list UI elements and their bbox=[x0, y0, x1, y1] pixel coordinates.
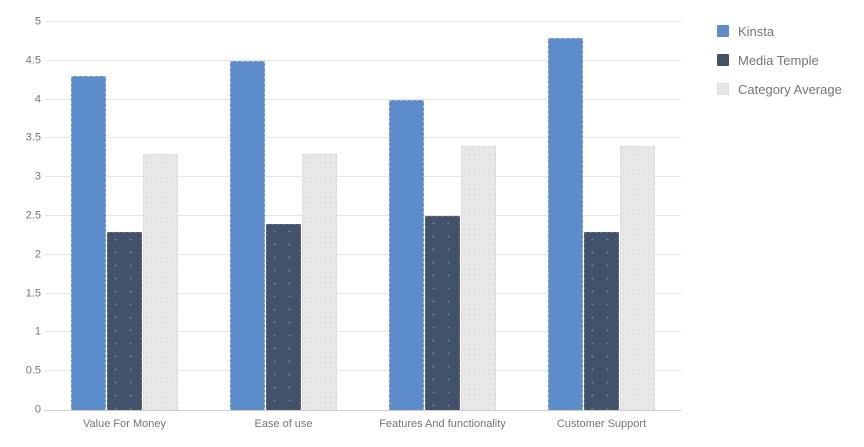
y-tick-label: 4 bbox=[34, 93, 41, 106]
y-tick-label: 2.5 bbox=[25, 209, 41, 222]
gridline bbox=[45, 292, 681, 294]
media-temple-bar-ease-of-use[interactable] bbox=[266, 223, 301, 410]
kinsta-bar-value-for-money[interactable] bbox=[71, 76, 106, 410]
y-tick-label: 4.5 bbox=[25, 54, 41, 67]
y-tick-label: 1.5 bbox=[25, 287, 41, 300]
y-tick-label: 0.5 bbox=[25, 364, 41, 377]
category-average-bar-features-and-functionality[interactable] bbox=[461, 146, 496, 410]
bar-group-value-for-money bbox=[45, 22, 204, 410]
bar-group-ease-of-use bbox=[204, 22, 363, 410]
gridline bbox=[45, 370, 681, 372]
kinsta-bar-customer-support[interactable] bbox=[548, 37, 583, 410]
legend: Kinsta Media Temple Category Average bbox=[717, 23, 842, 110]
gridline bbox=[45, 137, 681, 139]
gridline bbox=[45, 331, 681, 333]
y-axis: 0 0.5 1 1.5 2 2.5 3 3.5 4 4.5 5 bbox=[0, 16, 41, 415]
legend-swatch-category-average bbox=[717, 83, 729, 95]
category-average-bar-customer-support[interactable] bbox=[620, 146, 655, 410]
x-axis-label-value-for-money: Value For Money bbox=[83, 418, 166, 430]
x-axis: Value For Money Ease of use Features And f… bbox=[45, 418, 681, 430]
gridline bbox=[45, 215, 681, 216]
y-tick-label: 2 bbox=[34, 248, 41, 261]
bar-group-features-and-functionality bbox=[363, 22, 522, 410]
category-average-bar-value-for-money[interactable] bbox=[143, 153, 178, 410]
y-tick-label: 3 bbox=[34, 170, 41, 183]
legend-swatch-kinsta bbox=[717, 25, 729, 37]
y-tick-label: 5 bbox=[34, 15, 41, 28]
y-tick-label: 0 bbox=[34, 403, 41, 416]
media-temple-bar-features-and-functionality[interactable] bbox=[425, 216, 460, 410]
y-tick-label: 3.5 bbox=[25, 131, 41, 144]
bar-groups bbox=[45, 22, 681, 410]
gridline bbox=[45, 98, 681, 100]
gridline bbox=[45, 176, 681, 178]
gridline bbox=[45, 59, 681, 61]
media-temple-bar-value-for-money[interactable] bbox=[107, 231, 142, 410]
legend-item-media-temple: Media Temple bbox=[717, 52, 842, 68]
x-axis-label-customer-support: Customer Support bbox=[556, 418, 647, 430]
legend-label-kinsta: Kinsta bbox=[738, 23, 775, 39]
x-axis-label-features-and-functionality: Features And functionality bbox=[379, 418, 506, 430]
bar-group-customer-support bbox=[522, 22, 681, 410]
gridline bbox=[45, 21, 681, 22]
kinsta-bar-ease-of-use[interactable] bbox=[230, 60, 265, 410]
kinsta-bar-features-and-functionality[interactable] bbox=[389, 99, 424, 410]
legend-item-kinsta: Kinsta bbox=[717, 23, 842, 39]
gridline bbox=[45, 253, 681, 255]
y-tick-label: 1 bbox=[34, 325, 41, 338]
plot-area bbox=[45, 21, 681, 411]
media-temple-bar-customer-support[interactable] bbox=[584, 231, 619, 410]
legend-label-media-temple: Media Temple bbox=[738, 52, 819, 68]
category-average-bar-ease-of-use[interactable] bbox=[302, 153, 337, 410]
legend-label-category-average: Category Average bbox=[738, 81, 842, 97]
legend-item-category-average: Category Average bbox=[717, 81, 842, 97]
x-axis-label-ease-of-use: Ease of use bbox=[254, 418, 313, 430]
legend-swatch-media-temple bbox=[717, 54, 729, 66]
